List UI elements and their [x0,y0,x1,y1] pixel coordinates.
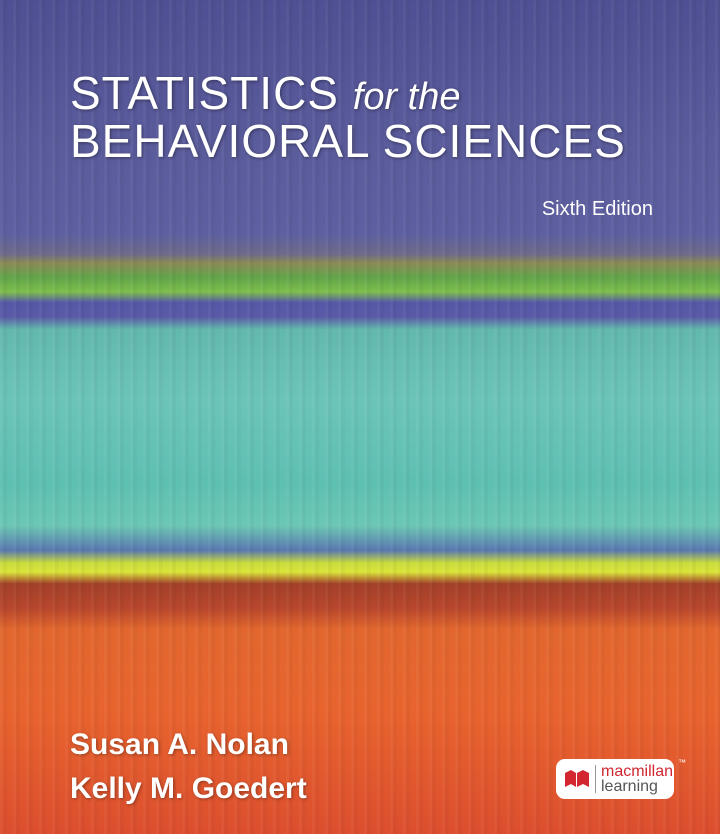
title-main: STATISTICS [70,67,339,119]
publisher-logo: macmillan learning [556,759,674,799]
trademark: ™ [678,758,686,767]
author-1: Susan A. Nolan [70,728,289,761]
author-2: Kelly M. Goedert [70,772,307,805]
publisher-line-1: macmillan [601,763,674,780]
title-line-1: STATISTICS for the [70,66,461,120]
title-italic: for the [352,76,461,118]
logo-divider [595,765,596,793]
title-line-2: BEHAVIORAL SCIENCES [70,115,626,167]
macmillan-book-icon [565,770,589,787]
edition: Sixth Edition [541,198,653,220]
publisher-line-2: learning [601,778,658,795]
